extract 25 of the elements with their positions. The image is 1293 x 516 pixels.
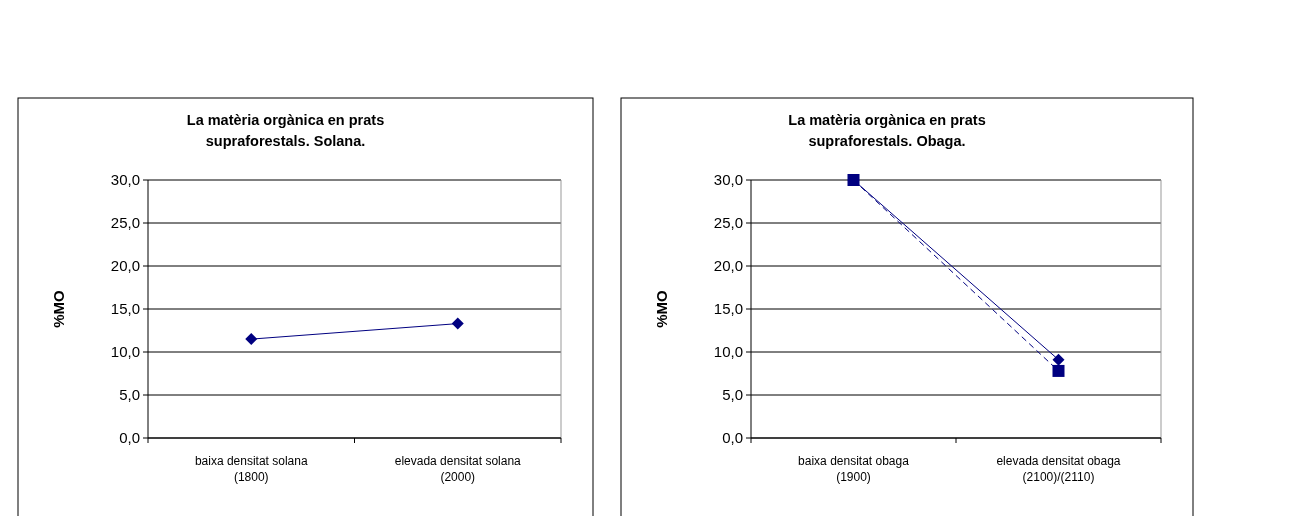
y-tick-label: 30,0 xyxy=(713,171,743,189)
y-tick-label: 0,0 xyxy=(722,429,743,447)
y-axis-title: %MO xyxy=(50,289,67,328)
x-tick-label: baixa densitat obaga (1900) xyxy=(798,454,910,484)
chart-title: La matèria orgànica en prats supraforestals. Solana. xyxy=(186,112,385,149)
point xyxy=(1052,364,1065,377)
point xyxy=(847,174,860,186)
point xyxy=(1052,353,1065,366)
y-tick-label: 15,0 xyxy=(713,300,743,318)
y-tick-label: 15,0 xyxy=(110,300,140,318)
y-tick-label: 20,0 xyxy=(713,257,743,275)
y-tick-label: 0,0 xyxy=(119,429,140,447)
y-tick-label: 20,0 xyxy=(110,257,140,275)
y-tick-label: 30,0 xyxy=(110,171,140,189)
y-tick-label: 10,0 xyxy=(713,343,743,361)
y-tick-label: 25,0 xyxy=(110,214,140,232)
x-tick-label: elevada densitat solana (2000) xyxy=(394,454,522,484)
x-tick-label: elevada densitat obaga (2100)/(2110) xyxy=(996,454,1121,484)
y-axis-title: %MO xyxy=(653,289,670,328)
y-tick-label: 25,0 xyxy=(713,214,743,232)
y-tick-label: 5,0 xyxy=(119,386,140,404)
y-tick-label: 5,0 xyxy=(722,386,743,404)
x-tick-label: baixa densitat solana (1800) xyxy=(194,454,308,484)
y-tick-label: 10,0 xyxy=(110,343,140,361)
chart-title: La matèria orgànica en prats supraforestals. Obaga. xyxy=(788,112,986,149)
